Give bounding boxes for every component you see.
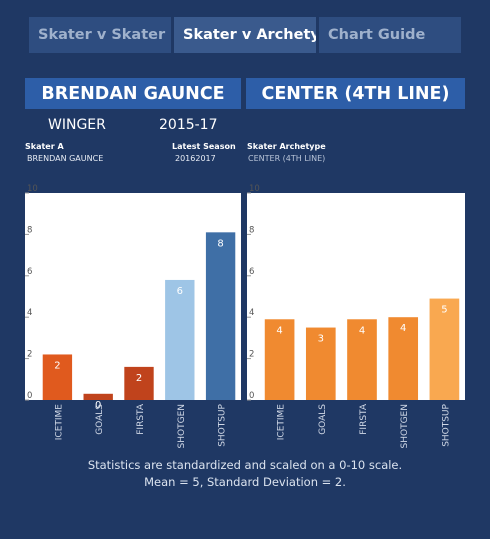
bar-label: 2 (136, 373, 142, 384)
bar (429, 298, 460, 400)
y-tick-label: 10 (249, 184, 260, 194)
archetype-chart: 0 2 4 6 8 10 4 ICETIME 3 GOALS 4 FIRSTA 4 SHOTGEN 5 SHO… (247, 184, 465, 448)
footer-note-line2: Mean = 5, Standard Deviation = 2. (144, 475, 346, 489)
bar (165, 279, 195, 400)
archetype-value: CENTER (4TH LINE) (248, 154, 326, 163)
bar-label: 5 (441, 305, 447, 316)
tab-bar: Skater v Skater Skater v Archety.. Chart… (29, 17, 461, 53)
archetype-banner: CENTER (4TH LINE) (246, 78, 465, 109)
bar-label: 0 (95, 400, 101, 411)
tab-skater-v-skater[interactable]: Skater v Skater (29, 17, 171, 53)
player-position: WINGER (48, 117, 106, 133)
bar-label: 4 (400, 323, 406, 334)
skater-a-label: Skater A (25, 142, 64, 151)
x-category-label: FIRSTA (136, 403, 146, 435)
x-category-label: GOALS (318, 404, 328, 435)
y-tick-label: 0 (249, 391, 254, 401)
x-category-label: ICETIME (54, 404, 64, 441)
bar-label: 3 (318, 334, 324, 345)
bar (124, 366, 154, 400)
y-tick-label: 4 (249, 308, 254, 318)
latest-season-label: Latest Season (172, 142, 236, 151)
footer-note-line1: Statistics are standardized and scaled o… (87, 458, 403, 472)
bar (305, 327, 336, 400)
tab-chart-guide[interactable]: Chart Guide (319, 17, 461, 53)
bar-label: 8 (217, 238, 223, 249)
y-tick-label: 2 (249, 350, 254, 360)
bar (205, 232, 236, 400)
bar (264, 319, 295, 400)
bar (388, 317, 419, 400)
archetype-label: Skater Archetype (247, 142, 326, 151)
season-range: 2015-17 (159, 117, 218, 133)
bar-label: 4 (276, 325, 282, 336)
x-category-label: SHOTGEN (400, 404, 410, 448)
y-tick-label: 6 (27, 267, 32, 277)
y-tick-label: 8 (249, 225, 254, 235)
y-tick-label: 8 (27, 225, 32, 235)
bar-label: 6 (177, 286, 183, 297)
x-category-label: SHOTSUP (218, 403, 228, 446)
bar (347, 319, 377, 400)
y-tick-label: 4 (27, 308, 32, 318)
x-category-label: SHOTSUP (441, 403, 451, 446)
y-tick-label: 6 (249, 267, 254, 277)
player-name-banner: BRENDAN GAUNCE (25, 78, 241, 109)
skater-a-value: BRENDAN GAUNCE (27, 154, 104, 163)
y-tick-label: 0 (27, 391, 32, 401)
bar (42, 354, 73, 400)
x-category-label: SHOTGEN (177, 404, 187, 448)
y-tick-label: 2 (27, 350, 32, 360)
x-category-label: ICETIME (277, 404, 287, 441)
tab-skater-v-archetype[interactable]: Skater v Archety.. (174, 17, 316, 53)
bar-label: 4 (359, 325, 365, 336)
bar (83, 393, 113, 400)
x-category-label: FIRSTA (359, 403, 369, 435)
bar-label: 2 (54, 360, 60, 371)
x-category-label: GOALS (95, 404, 105, 435)
y-tick-label: 10 (27, 184, 38, 194)
latest-season-value: 20162017 (175, 154, 216, 163)
